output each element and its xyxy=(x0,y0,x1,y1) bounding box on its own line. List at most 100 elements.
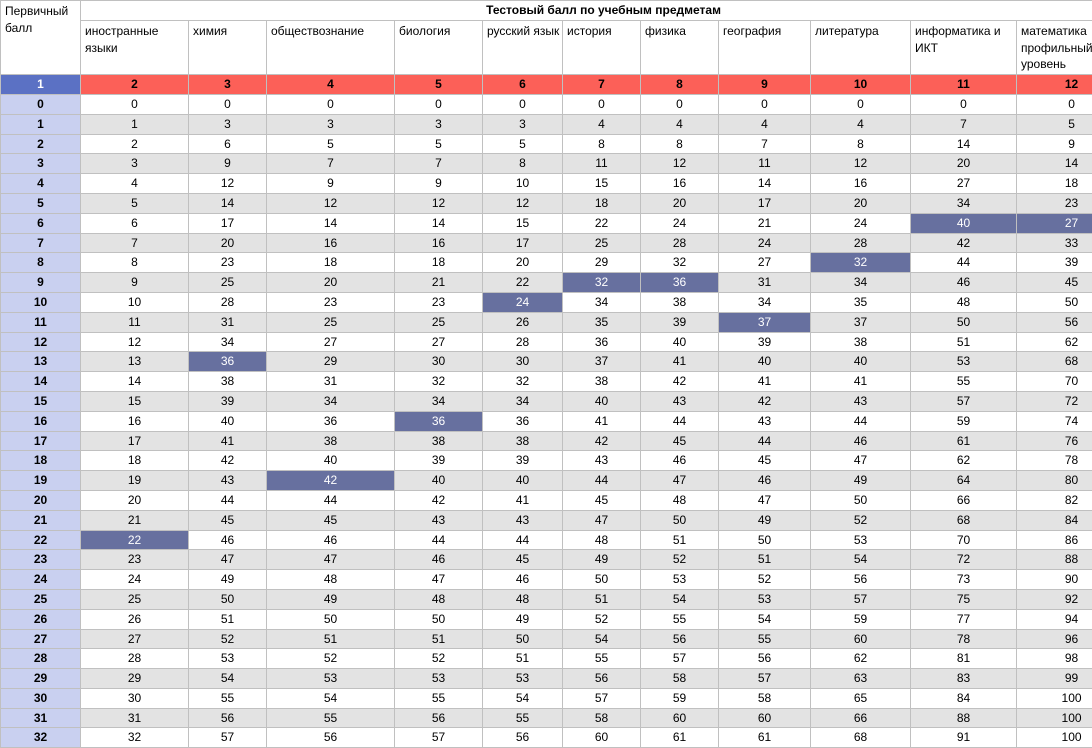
score-cell: 16 xyxy=(395,233,483,253)
table-row: 000000000000 xyxy=(1,94,1092,114)
score-cell: 8 xyxy=(811,134,911,154)
score-cell: 72 xyxy=(1017,391,1092,411)
table-row: 7720161617252824284233 xyxy=(1,233,1092,253)
score-cell: 48 xyxy=(483,589,563,609)
score-cell: 38 xyxy=(483,431,563,451)
score-cell: 30 xyxy=(395,352,483,372)
score-cell: 36 xyxy=(189,352,267,372)
score-cell: 40 xyxy=(911,213,1017,233)
score-cell: 55 xyxy=(641,609,719,629)
score-cell: 20 xyxy=(911,154,1017,174)
score-cell: 57 xyxy=(719,669,811,689)
score-cell: 14 xyxy=(189,193,267,213)
table-body: 0000000000001133334444752265558878149339… xyxy=(1,94,1092,747)
score-cell: 38 xyxy=(563,372,641,392)
primary-score: 9 xyxy=(1,273,81,293)
score-cell: 11 xyxy=(719,154,811,174)
score-cell: 56 xyxy=(811,570,911,590)
score-cell: 27 xyxy=(911,174,1017,194)
score-cell: 41 xyxy=(811,372,911,392)
primary-score: 18 xyxy=(1,451,81,471)
score-cell: 16 xyxy=(267,233,395,253)
score-cell: 43 xyxy=(563,451,641,471)
score-cell: 16 xyxy=(81,411,189,431)
score-cell: 18 xyxy=(267,253,395,273)
score-cell: 37 xyxy=(719,312,811,332)
score-cell: 50 xyxy=(719,530,811,550)
score-cell: 14 xyxy=(81,372,189,392)
table-row: 44129910151614162718 xyxy=(1,174,1092,194)
score-cell: 50 xyxy=(811,490,911,510)
score-cell: 43 xyxy=(811,391,911,411)
score-cell: 54 xyxy=(641,589,719,609)
table-row: 212145454343475049526884 xyxy=(1,510,1092,530)
score-cell: 28 xyxy=(189,292,267,312)
score-cell: 43 xyxy=(641,391,719,411)
score-cell: 26 xyxy=(81,609,189,629)
score-cell: 21 xyxy=(395,273,483,293)
score-cell: 12 xyxy=(811,154,911,174)
score-cell: 34 xyxy=(395,391,483,411)
score-cell: 86 xyxy=(1017,530,1092,550)
score-cell: 100 xyxy=(1017,728,1092,748)
score-cell: 52 xyxy=(811,510,911,530)
column-number: 8 xyxy=(641,75,719,95)
score-cell: 0 xyxy=(811,94,911,114)
score-cell: 4 xyxy=(641,114,719,134)
score-cell: 83 xyxy=(911,669,1017,689)
score-cell: 52 xyxy=(641,550,719,570)
score-cell: 7 xyxy=(81,233,189,253)
score-cell: 62 xyxy=(1017,332,1092,352)
score-cell: 17 xyxy=(719,193,811,213)
score-cell: 17 xyxy=(189,213,267,233)
score-cell: 5 xyxy=(1017,114,1092,134)
score-cell: 49 xyxy=(811,471,911,491)
score-cell: 39 xyxy=(483,451,563,471)
score-cell: 81 xyxy=(911,649,1017,669)
score-cell: 50 xyxy=(267,609,395,629)
score-cell: 0 xyxy=(267,94,395,114)
score-cell: 42 xyxy=(395,490,483,510)
score-cell: 32 xyxy=(811,253,911,273)
score-cell: 14 xyxy=(267,213,395,233)
column-number: 6 xyxy=(483,75,563,95)
score-cell: 34 xyxy=(719,292,811,312)
score-cell: 6 xyxy=(189,134,267,154)
score-cell: 46 xyxy=(189,530,267,550)
score-cell: 52 xyxy=(189,629,267,649)
score-cell: 13 xyxy=(81,352,189,372)
subject-header: литература xyxy=(811,20,911,74)
score-cell: 36 xyxy=(483,411,563,431)
score-cell: 46 xyxy=(641,451,719,471)
score-cell: 9 xyxy=(189,154,267,174)
score-cell: 17 xyxy=(483,233,563,253)
score-cell: 76 xyxy=(1017,431,1092,451)
score-cell: 56 xyxy=(267,728,395,748)
score-cell: 51 xyxy=(719,550,811,570)
score-cell: 41 xyxy=(483,490,563,510)
score-cell: 9 xyxy=(1017,134,1092,154)
primary-score: 6 xyxy=(1,213,81,233)
score-cell: 57 xyxy=(189,728,267,748)
score-cell: 60 xyxy=(563,728,641,748)
subject-header: обществознание xyxy=(267,20,395,74)
score-cell: 44 xyxy=(811,411,911,431)
table-row: 282853525251555756628198 xyxy=(1,649,1092,669)
score-cell: 16 xyxy=(811,174,911,194)
table-row: 232347474645495251547288 xyxy=(1,550,1092,570)
score-cell: 44 xyxy=(395,530,483,550)
score-cell: 25 xyxy=(395,312,483,332)
table-row: 252550494848515453577592 xyxy=(1,589,1092,609)
primary-score: 12 xyxy=(1,332,81,352)
score-cell: 40 xyxy=(719,352,811,372)
score-cell: 26 xyxy=(483,312,563,332)
score-cell: 32 xyxy=(641,253,719,273)
score-cell: 59 xyxy=(641,688,719,708)
table-row: 8823181820293227324439 xyxy=(1,253,1092,273)
score-cell: 35 xyxy=(811,292,911,312)
primary-score: 31 xyxy=(1,708,81,728)
primary-score: 25 xyxy=(1,589,81,609)
score-cell: 43 xyxy=(189,471,267,491)
score-cell: 77 xyxy=(911,609,1017,629)
primary-score: 27 xyxy=(1,629,81,649)
